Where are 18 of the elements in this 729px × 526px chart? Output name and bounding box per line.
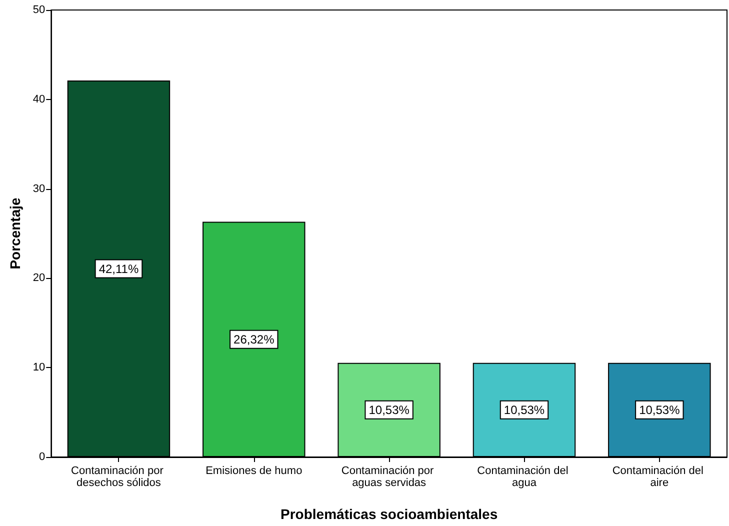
data-label: 10,53% [368, 402, 410, 417]
y-tick-label: 30 [32, 182, 46, 195]
x-tick-label: Contaminación del aire [612, 465, 706, 489]
data-label: 26,32% [234, 332, 275, 346]
x-tick-label: Emisiones de humo [206, 465, 302, 477]
data-label: 42,11% [98, 262, 139, 276]
x-tick-label: Contaminación del agua [477, 465, 572, 489]
y-tick-label: 40 [32, 93, 46, 106]
y-tick-label: 0 [39, 451, 46, 463]
data-label: 10,53% [504, 402, 545, 417]
x-axis-title: Problemáticas socioambientales [280, 506, 498, 522]
x-tick-label: Contaminación por aguas servidas [341, 465, 437, 489]
y-tick-label: 20 [32, 272, 46, 284]
y-axis-title: Porcentaje [7, 197, 23, 270]
y-tick-label: 10 [32, 362, 46, 374]
y-tick-label: 50 [32, 4, 46, 16]
data-label: 10,53% [639, 402, 680, 417]
x-tick-label: Contaminación por desechos sólidos [71, 465, 166, 489]
